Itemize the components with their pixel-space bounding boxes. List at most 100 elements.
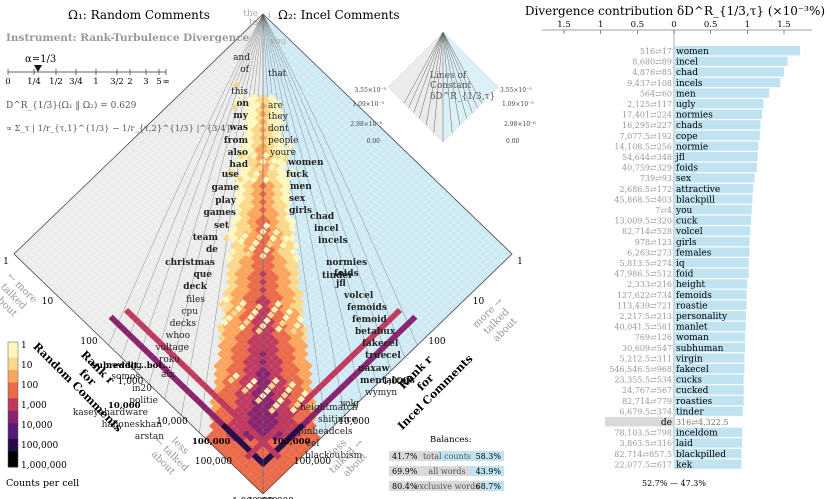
heatmap-cell — [279, 458, 288, 466]
heatmap-cell — [175, 378, 184, 387]
heatmap-cell — [254, 266, 263, 274]
heatmap-cell — [108, 314, 117, 323]
heatmap-cell — [254, 322, 263, 330]
alpha-tick-label: 1 — [93, 77, 98, 87]
heatmap-cell — [275, 334, 284, 342]
right-axis-tick: 10 — [473, 297, 485, 307]
alpha-tick-label: ∞ — [162, 77, 169, 87]
heatmap-cell — [240, 170, 248, 178]
heatmap-cell — [254, 282, 263, 290]
bar-rank-label: 9,437⇄108 — [627, 79, 672, 88]
heatmap-cell — [230, 309, 238, 317]
right-word-label: you — [269, 37, 287, 47]
heatmap-cell — [275, 462, 284, 470]
left-word-label: play — [215, 196, 237, 206]
heatmap-cell — [308, 422, 317, 430]
lens-left-tick: 1.09×10⁻⁵ — [352, 101, 384, 108]
balance-label: all words — [428, 467, 465, 476]
bar — [674, 99, 764, 109]
instrument-label: Instrument: Rank-Turbulence Divergence — [6, 32, 250, 44]
heatmap-cell — [254, 450, 263, 458]
heatmap-cell — [244, 250, 253, 258]
heatmap-cell — [157, 340, 166, 348]
heatmap-cell — [279, 362, 288, 370]
heatmap-cell — [279, 241, 288, 249]
heatmap-cell — [263, 402, 272, 410]
heatmap-cell — [352, 348, 361, 356]
alpha-slider[interactable]: α=1/3 0 1/4 1/2 3/4 1 3/2 2 3 5 ∞ — [5, 54, 169, 87]
left-word-label: use — [222, 170, 240, 180]
right-word-label: femoid — [352, 315, 388, 325]
heatmap-cell — [263, 234, 272, 242]
right-word-label: chad — [310, 212, 335, 222]
bar-word-label: foids — [676, 164, 698, 174]
bar-rank-label: 78,103.5⇄798 — [614, 429, 672, 438]
heatmap-cell — [331, 368, 340, 376]
alpha-tick-label: 1/2 — [49, 77, 63, 87]
heatmap-cell — [321, 398, 331, 407]
bar-word-label: cucks — [676, 376, 702, 386]
heatmap-cell — [250, 377, 258, 385]
right-word-label: sex — [289, 194, 306, 204]
bar — [674, 300, 747, 310]
heatmap-cell — [263, 290, 272, 298]
alpha-tick-label: 0 — [5, 77, 10, 87]
left-word-label: set — [214, 221, 230, 231]
bar-rank-label: 82,714⇄528 — [622, 227, 672, 236]
heatmap-cell — [277, 420, 286, 428]
bar — [674, 46, 801, 56]
heatmap-cell — [283, 446, 293, 454]
bar — [674, 321, 746, 331]
right-system-title: Ω₂: Incel Comments — [278, 8, 400, 22]
heatmap-cell — [222, 296, 231, 304]
heatmap-cell — [263, 346, 272, 354]
heatmap-cell — [254, 202, 263, 210]
bar — [674, 353, 745, 363]
lens-right-tick: 1.09×10⁻⁵ — [502, 101, 534, 108]
heatmap-cell — [275, 126, 284, 134]
alpha-marker[interactable] — [34, 65, 42, 72]
heatmap-cell — [300, 350, 309, 358]
colorbar-tick: 1,000,000 — [21, 461, 67, 471]
heatmap-cell — [276, 442, 285, 451]
heatmap-cell — [263, 266, 272, 274]
heatmap-cell — [301, 418, 310, 427]
heatmap-cell — [275, 134, 284, 142]
lens-left-tick: 3.55×10⁻⁵ — [354, 87, 386, 94]
lens-right-tick: 3.55×10⁻⁵ — [500, 87, 532, 94]
right-word-label: jfl — [335, 279, 346, 289]
bar — [674, 77, 781, 88]
bar-rank-label: 40,759⇄329 — [622, 164, 672, 173]
left-word-label: newegg — [106, 361, 142, 371]
right-word-label: they — [268, 112, 289, 122]
heatmap-cell — [275, 350, 284, 358]
heatmap-cell — [292, 426, 302, 435]
bar — [674, 427, 743, 437]
bar-word-label: cope — [676, 132, 698, 142]
left-word-label: files — [186, 295, 205, 305]
bar-rank-label: 113,439⇄721 — [617, 301, 672, 310]
alpha-tick-label: 2 — [127, 77, 132, 87]
heatmap-cell — [288, 302, 297, 310]
heatmap-cell — [283, 190, 293, 198]
colorbar-label: Counts per cell — [6, 478, 79, 489]
heatmap-cell — [198, 380, 207, 388]
heatmap-cell — [263, 130, 272, 138]
heatmap-cell — [276, 396, 285, 405]
heatmap-cell — [252, 239, 260, 247]
right-word-label: foids — [334, 269, 359, 279]
heatmap-cell — [254, 258, 263, 266]
heatmap-cell — [254, 354, 263, 362]
bar — [674, 130, 760, 141]
heatmap-cell — [242, 102, 251, 110]
heatmap-cell — [133, 338, 142, 347]
heatmap-cell — [254, 370, 263, 378]
bar-word-label: incel — [676, 58, 698, 68]
bar-word-label: femoids — [676, 291, 712, 301]
balance-left: 41.7% — [392, 452, 418, 461]
heatmap-cell — [296, 330, 305, 338]
right-word-label: volg — [339, 399, 359, 409]
heatmap-cell — [263, 106, 272, 114]
left-axis-tick: 100,000 — [195, 457, 232, 467]
